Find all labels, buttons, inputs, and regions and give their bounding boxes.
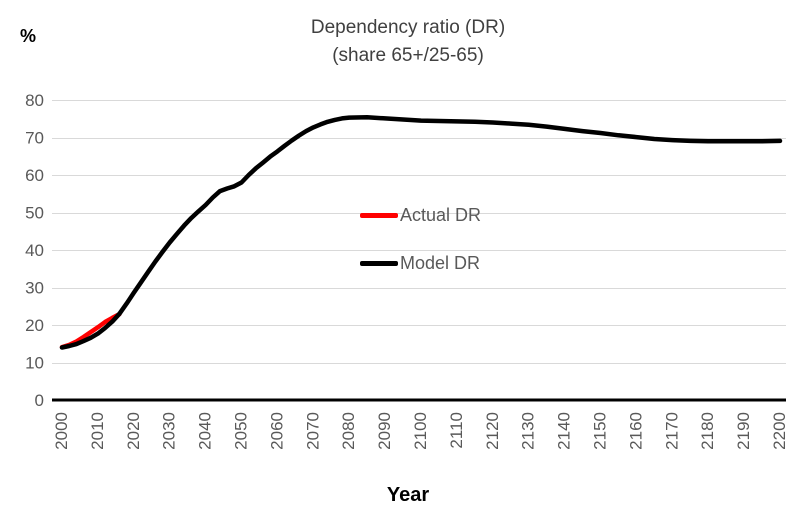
x-tick-label-2050: 2050 [232,412,251,450]
x-tick-label-2080: 2080 [339,412,358,450]
y-tick-label-30: 30 [25,279,44,298]
legend-label-model-dr: Model DR [400,252,481,273]
x-tick-label-2040: 2040 [196,412,215,450]
x-tick-label-2200: 2200 [770,412,789,450]
x-tick-label-2070: 2070 [303,412,322,450]
actual-dr-line-swatch [360,212,398,218]
model-dr-line-swatch [360,260,398,266]
x-tick-label-2090: 2090 [375,412,394,450]
x-tick-label-2000: 2000 [52,412,71,450]
x-axis-title: Year [386,484,430,506]
series-line-actual-dr [59,311,122,350]
x-tick-label-2030: 2030 [160,412,179,450]
y-tick-label-80: 80 [25,91,44,110]
x-tick-label-2100: 2100 [411,412,430,450]
y-tick-label-70: 70 [25,129,44,148]
legend-label-actual-dr: Actual DR [400,204,482,225]
y-axis-unit-label: % [20,26,37,46]
y-tick-label-40: 40 [25,241,44,260]
x-tick-label-2190: 2190 [734,412,753,450]
x-tick-label-2060: 2060 [267,412,286,450]
series-line-model-dr [59,115,783,350]
x-tick-label-2130: 2130 [519,412,538,450]
y-tick-label-50: 50 [25,204,44,223]
x-tick-label-2120: 2120 [483,412,502,450]
y-tick-label-0: 0 [35,391,44,410]
x-tick-label-2160: 2160 [626,412,645,450]
x-tick-label-2180: 2180 [698,412,717,450]
x-tick-label-2140: 2140 [555,412,574,450]
x-tick-label-2020: 2020 [124,412,143,450]
legend: Actual DR Model DR [360,202,481,298]
x-tick-label-2110: 2110 [447,412,466,449]
legend-item-actual-dr: Actual DR [360,202,481,228]
y-tick-label-60: 60 [25,166,44,185]
y-tick-label-10: 10 [25,354,44,373]
x-tick-label-2170: 2170 [662,412,681,450]
x-tick-label-2010: 2010 [88,412,107,450]
x-tick-label-2150: 2150 [591,412,610,450]
legend-item-model-dr: Model DR [360,250,481,276]
y-tick-label-20: 20 [25,316,44,335]
